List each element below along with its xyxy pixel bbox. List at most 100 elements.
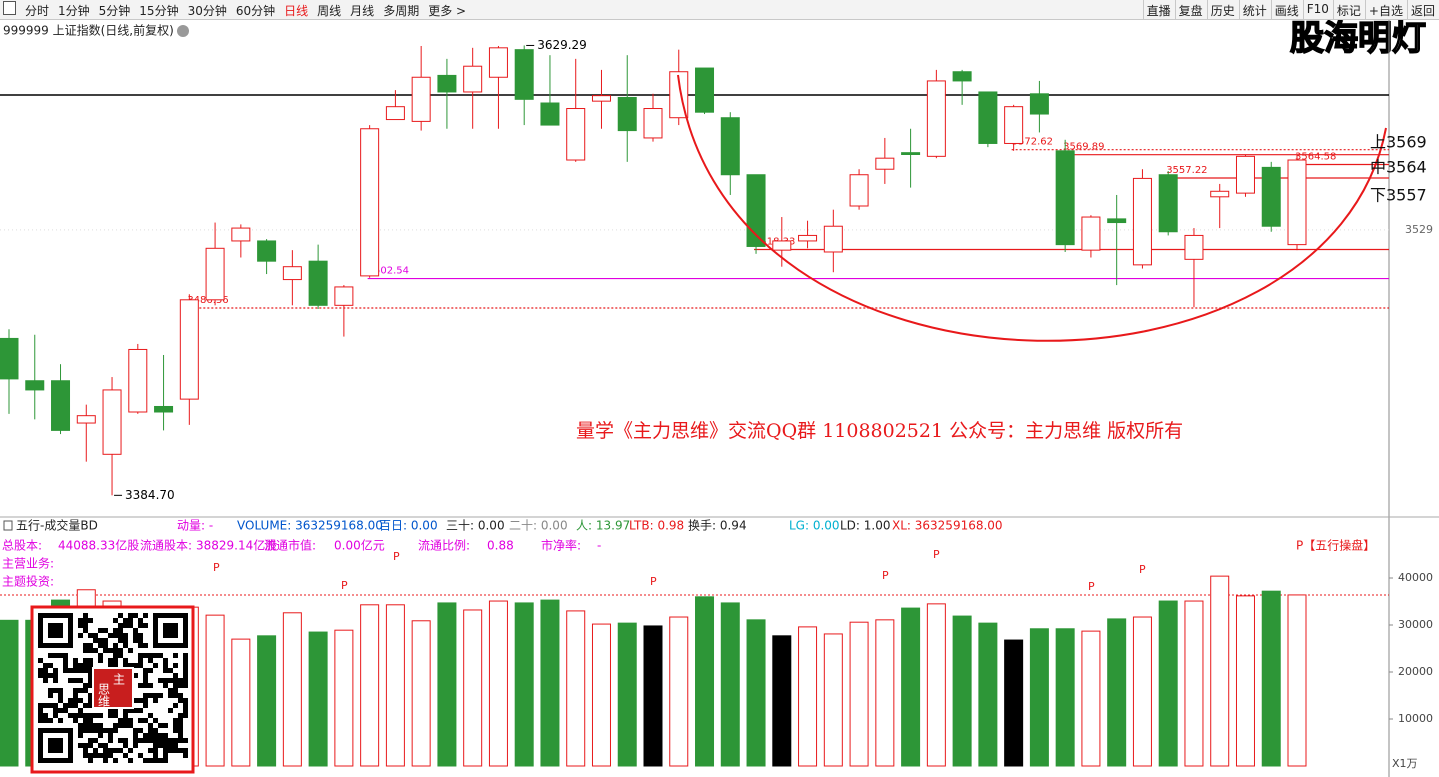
extreme-label: 3629.29: [537, 38, 587, 52]
qr-module: [63, 658, 68, 663]
p-marker: P: [341, 579, 348, 592]
tool-button[interactable]: +自选: [1368, 4, 1403, 18]
tool-button[interactable]: F10: [1306, 2, 1329, 16]
indicator: 换手: 0.94: [688, 519, 747, 533]
qr-module: [178, 678, 183, 683]
indicator: 百日: 0.00: [379, 519, 438, 533]
qr-module: [123, 618, 128, 623]
qr-module: [183, 653, 188, 658]
period-tab[interactable]: 30分钟: [187, 4, 227, 18]
qr-module: [138, 683, 143, 688]
qr-module: [63, 653, 68, 658]
qr-module: [108, 728, 113, 733]
info-row: 主题投资:: [2, 574, 54, 589]
period-tab[interactable]: 15分钟: [139, 4, 179, 18]
qr-module: [113, 628, 118, 633]
qr-module: [123, 723, 128, 728]
qr-module: [153, 698, 158, 703]
qr-module: [158, 743, 163, 748]
qr-module: [93, 748, 98, 753]
period-tab[interactable]: 日线: [284, 4, 309, 18]
qr-module: [183, 753, 188, 758]
title: 999999 上证指数(日线,前复权): [3, 23, 174, 38]
candle-body: [1261, 166, 1281, 227]
period-tab[interactable]: 1分钟: [58, 4, 90, 18]
tool-button[interactable]: 画线: [1274, 4, 1299, 18]
qr-module: [53, 713, 58, 718]
volume-bar: [1210, 575, 1230, 767]
separator: [1174, 0, 1176, 19]
qr-module: [113, 618, 118, 623]
qr-module: [103, 728, 108, 733]
candle-body: [205, 247, 225, 301]
volume-bar: [231, 638, 251, 767]
qr-module: [118, 738, 123, 743]
qr-module: [118, 628, 123, 633]
qr-module: [128, 618, 133, 623]
separator: [1206, 0, 1208, 19]
title-dropdown[interactable]: [177, 25, 189, 37]
indicator: 三十: 0.00: [446, 519, 505, 533]
qr-module: [73, 678, 78, 683]
qr-module: [58, 653, 63, 658]
qr-module: [98, 658, 103, 663]
qr-module: [88, 618, 93, 623]
qr-module: [153, 663, 158, 668]
qr-module: [73, 703, 78, 708]
qr-module: [58, 693, 63, 698]
p-marker: P: [1088, 580, 1095, 593]
volume-bar: [926, 603, 946, 767]
qr-module: [123, 713, 128, 718]
period-tab[interactable]: 分时: [25, 4, 50, 18]
qr-module: [93, 738, 98, 743]
period-tab[interactable]: 月线: [350, 4, 375, 18]
qr-module: [83, 728, 88, 733]
candle-body: [128, 348, 148, 413]
qr-module: [153, 758, 158, 763]
qr-module: [183, 673, 188, 678]
qr-module: [93, 723, 98, 728]
tool-button[interactable]: 历史: [1210, 4, 1235, 18]
qr-module: [178, 738, 183, 743]
period-tab[interactable]: 60分钟: [235, 4, 276, 18]
period-tab[interactable]: 更多 >: [428, 4, 467, 18]
qr-module: [163, 748, 168, 753]
tool-button[interactable]: 直播: [1146, 4, 1171, 18]
qr-module: [173, 723, 178, 728]
qr-module: [143, 643, 148, 648]
volume-bar: [978, 622, 998, 767]
stock-info: 38829.14亿股: [196, 538, 277, 553]
period-tab[interactable]: 5分钟: [98, 4, 131, 18]
level-label: 3564.58: [1295, 151, 1336, 162]
candle-body: [875, 157, 895, 170]
qr-module: [58, 688, 63, 693]
qr-module: [148, 713, 153, 718]
period-tab[interactable]: 多周期: [383, 4, 420, 18]
qr-module: [148, 658, 153, 663]
qr-module: [53, 653, 58, 658]
tool-button[interactable]: 返回: [1410, 4, 1435, 18]
tool-button[interactable]: 统计: [1242, 4, 1267, 18]
qr-module: [88, 658, 93, 663]
qr-module: [43, 713, 48, 718]
qr-module: [43, 678, 48, 683]
level-label: 3572.62: [1012, 137, 1053, 148]
toolbar-icon[interactable]: [3, 1, 16, 15]
qr-module: [88, 723, 93, 728]
qr-module: [133, 613, 138, 618]
tool-button[interactable]: 标记: [1336, 4, 1361, 18]
qr-module: [83, 713, 88, 718]
chart: 999999 上证指数(日线,前复权) 股海明灯 量学《主力思维》交流QQ群 1…: [0, 20, 1439, 777]
stock-info: 流通市值:: [264, 538, 316, 553]
qr-module: [113, 648, 118, 653]
qr-module: [83, 718, 88, 723]
period-tab[interactable]: 周线: [317, 4, 342, 18]
qr-module: [48, 693, 53, 698]
y-tick-label: 40000: [1398, 571, 1433, 584]
volume-bar: [1235, 595, 1255, 767]
qr-module: [163, 758, 168, 763]
candle-body: [257, 240, 277, 262]
qr-finder: [48, 738, 63, 753]
qr-module: [63, 663, 68, 668]
tool-button[interactable]: 复盘: [1178, 4, 1203, 18]
